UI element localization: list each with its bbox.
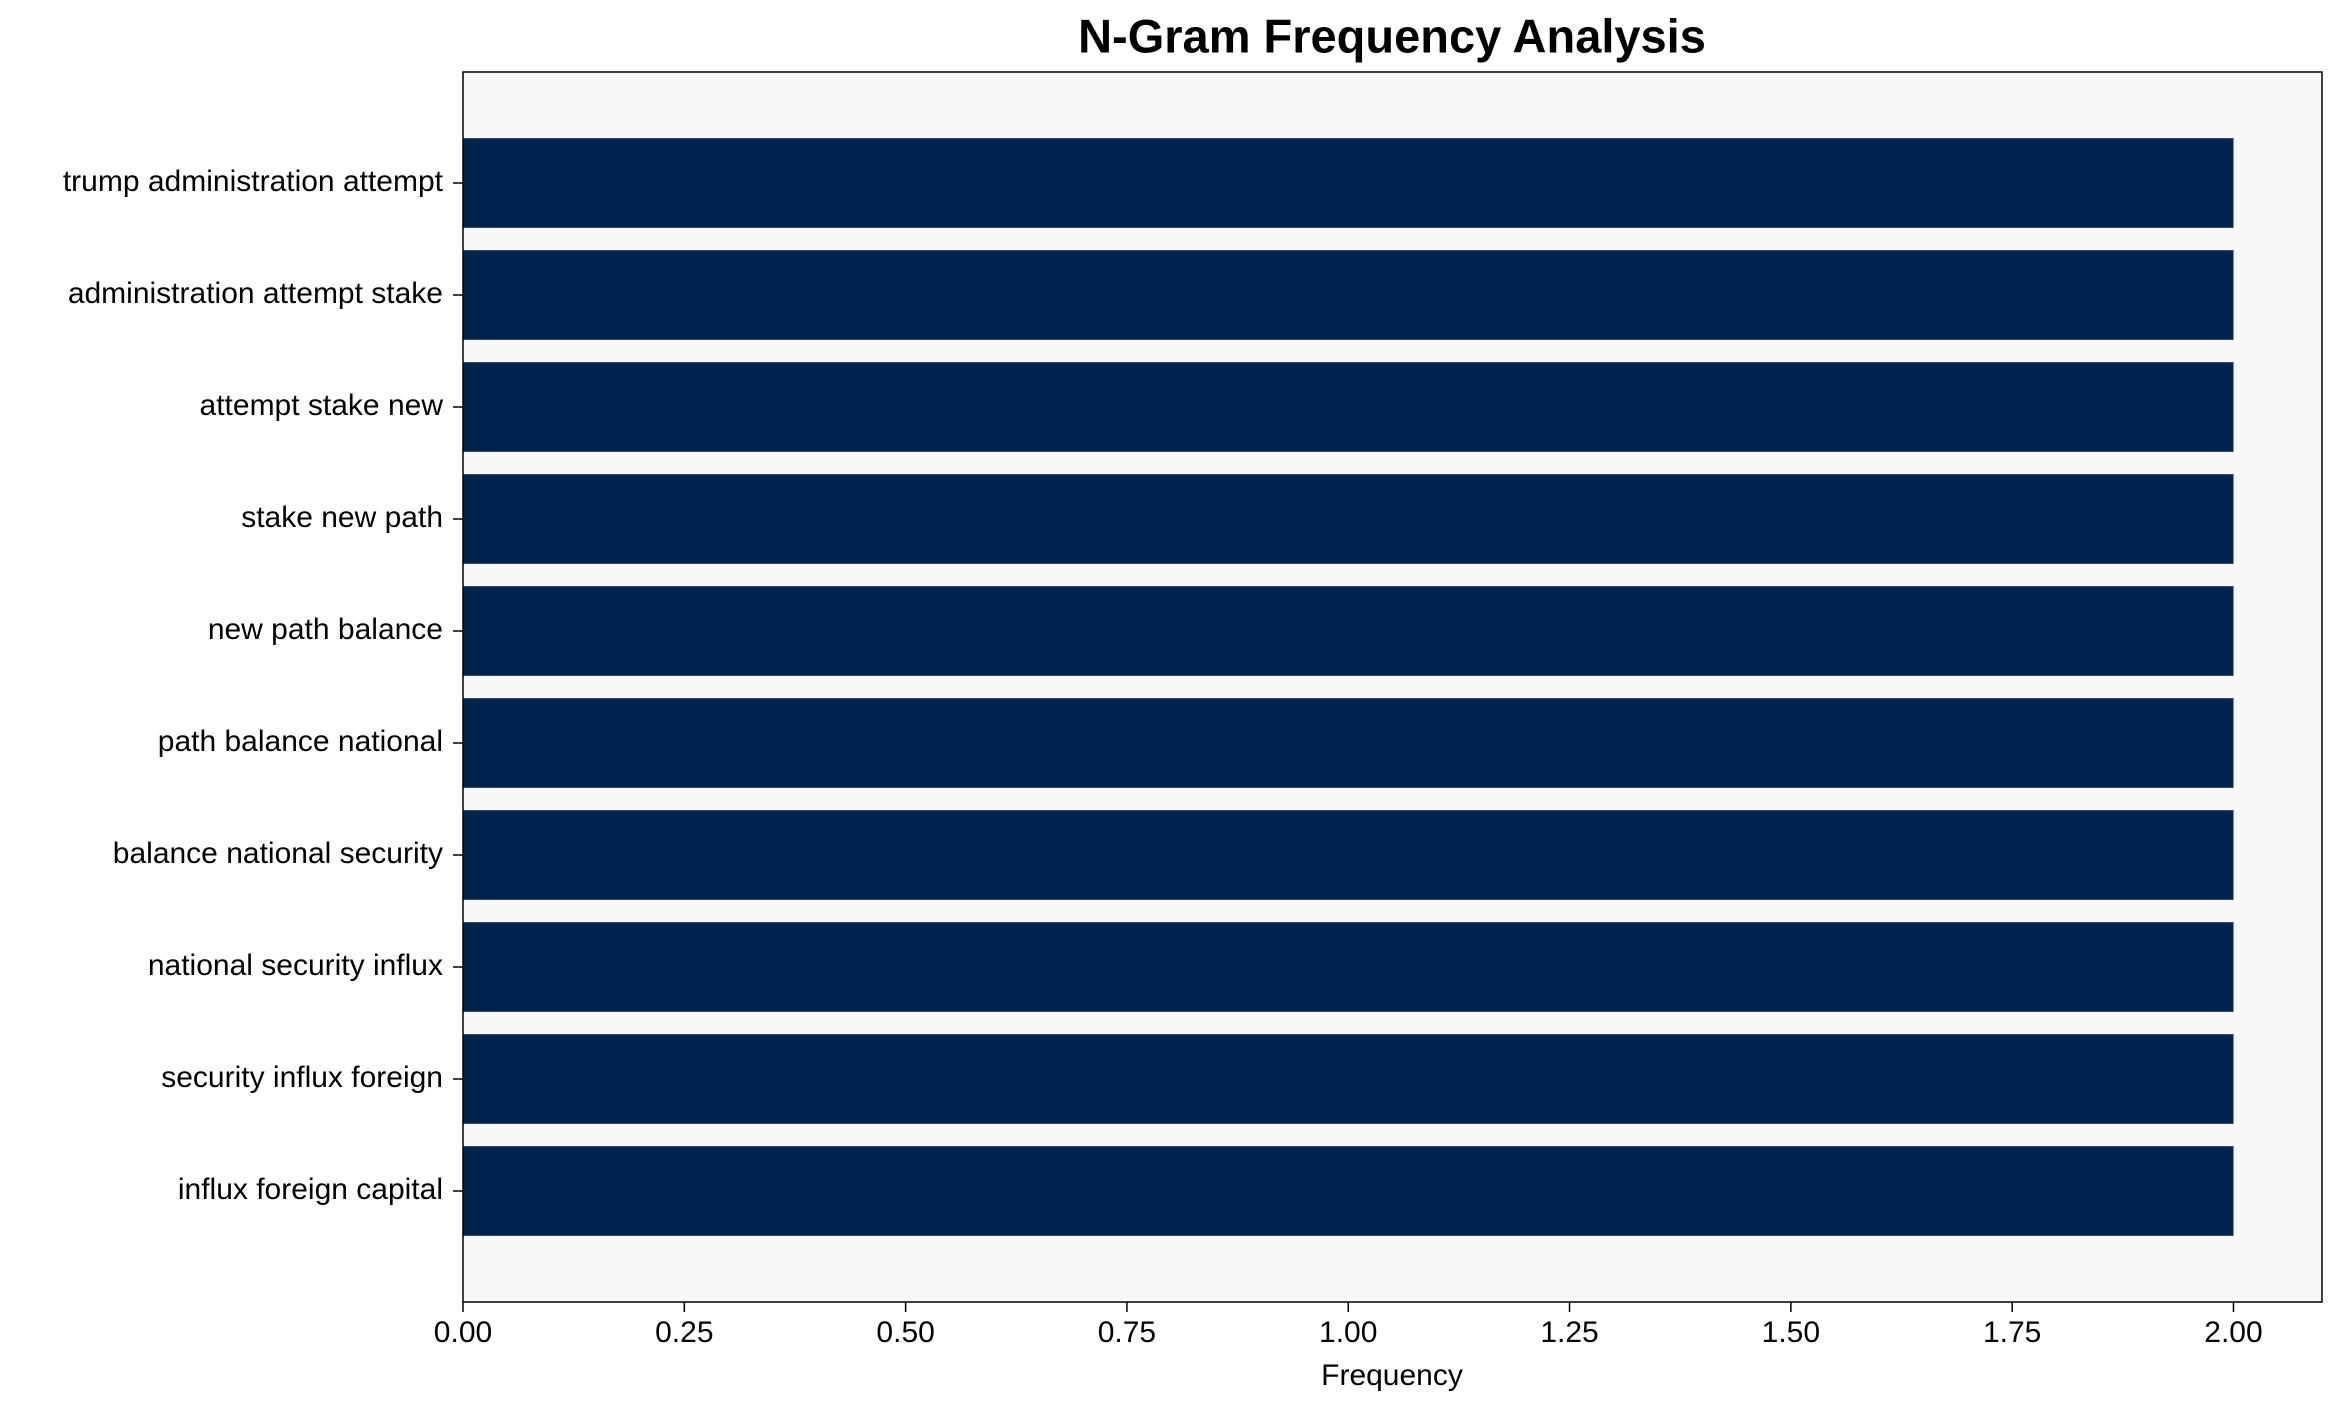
y-tick-label: new path balance <box>208 613 443 646</box>
y-tick-label: path balance national <box>158 725 443 758</box>
y-tick-label: stake new path <box>241 501 443 534</box>
x-tick-label: 1.25 <box>1540 1316 1598 1349</box>
x-tick-label: 1.50 <box>1762 1316 1820 1349</box>
x-axis-label: Frequency <box>1321 1359 1463 1392</box>
bar <box>463 1146 2234 1236</box>
x-tick-label: 1.00 <box>1319 1316 1377 1349</box>
x-tick-label: 0.25 <box>655 1316 713 1349</box>
bar <box>463 586 2234 676</box>
x-tick-label: 1.75 <box>1983 1316 2041 1349</box>
bar <box>463 698 2234 788</box>
x-tick-label: 2.00 <box>2204 1316 2262 1349</box>
bar <box>463 922 2234 1012</box>
bar <box>463 362 2234 452</box>
y-tick-label: trump administration attempt <box>63 165 444 198</box>
bar <box>463 810 2234 900</box>
y-tick-label: national security influx <box>148 949 443 982</box>
y-tick-label: attempt stake new <box>200 389 444 422</box>
y-tick-label: influx foreign capital <box>178 1173 443 1206</box>
y-tick-label: balance national security <box>113 837 443 870</box>
bar <box>463 474 2234 564</box>
x-tick-label: 0.75 <box>1098 1316 1156 1349</box>
y-tick-label: administration attempt stake <box>68 277 443 310</box>
x-tick-label: 0.50 <box>876 1316 934 1349</box>
plot-frame <box>462 71 2323 1303</box>
bar <box>463 250 2234 340</box>
bar <box>463 1034 2234 1124</box>
chart-title: N-Gram Frequency Analysis <box>1078 9 1706 62</box>
y-tick-label: security influx foreign <box>161 1061 443 1094</box>
bar <box>463 138 2234 228</box>
x-tick-label: 0.00 <box>434 1316 492 1349</box>
